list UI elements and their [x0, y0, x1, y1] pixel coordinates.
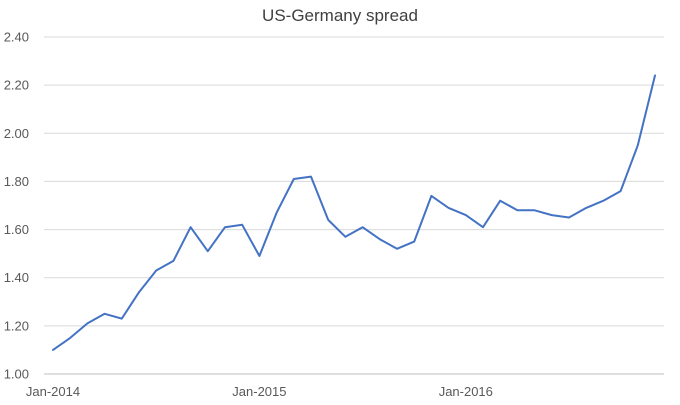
series-layer — [51, 73, 658, 352]
data-point — [188, 225, 193, 230]
x-tick-label: Jan-2016 — [439, 384, 493, 399]
data-point — [171, 258, 176, 263]
data-point — [515, 208, 520, 213]
data-point — [119, 316, 124, 321]
data-point — [601, 198, 606, 203]
data-point — [618, 189, 623, 194]
data-point — [653, 73, 658, 78]
data-point — [429, 193, 434, 198]
data-point — [635, 143, 640, 148]
data-point — [137, 290, 142, 295]
data-point — [240, 222, 245, 227]
data-point — [446, 205, 451, 210]
data-point — [85, 321, 90, 326]
y-tick-label: 2.20 — [4, 78, 29, 93]
y-tick-label: 1.60 — [4, 222, 29, 237]
data-point — [68, 335, 73, 340]
data-point — [395, 246, 400, 251]
data-point — [51, 347, 56, 352]
data-point — [326, 217, 331, 222]
data-point — [377, 237, 382, 242]
y-tick-label: 1.40 — [4, 270, 29, 285]
data-point — [154, 268, 159, 273]
data-point — [102, 311, 107, 316]
data-point — [412, 239, 417, 244]
x-axis-tick-labels: Jan-2014 Jan-2015 Jan-2016 — [26, 384, 493, 399]
data-point — [481, 225, 486, 230]
series-line — [52, 74, 656, 351]
gridlines — [44, 36, 664, 375]
data-point — [205, 249, 210, 254]
y-tick-label: 2.00 — [4, 126, 29, 141]
y-tick-label: 1.00 — [4, 367, 29, 382]
data-point — [309, 174, 314, 179]
data-point — [463, 213, 468, 218]
data-point — [274, 210, 279, 215]
data-point — [498, 198, 503, 203]
data-point — [360, 225, 365, 230]
data-point — [584, 205, 589, 210]
x-tick-label: Jan-2015 — [232, 384, 286, 399]
data-point — [343, 234, 348, 239]
data-point — [257, 254, 262, 259]
data-point — [549, 213, 554, 218]
chart-title: US-Germany spread — [262, 6, 418, 25]
data-point — [532, 208, 537, 213]
y-tick-label: 1.20 — [4, 318, 29, 333]
x-tick-label: Jan-2014 — [26, 384, 80, 399]
data-point — [291, 177, 296, 182]
y-tick-label: 2.40 — [4, 30, 29, 45]
data-point — [223, 225, 228, 230]
data-point — [567, 215, 572, 220]
y-tick-label: 1.80 — [4, 174, 29, 189]
y-axis-tick-labels: 1.00 1.20 1.40 1.60 1.80 2.00 2.20 2.40 — [4, 30, 29, 382]
